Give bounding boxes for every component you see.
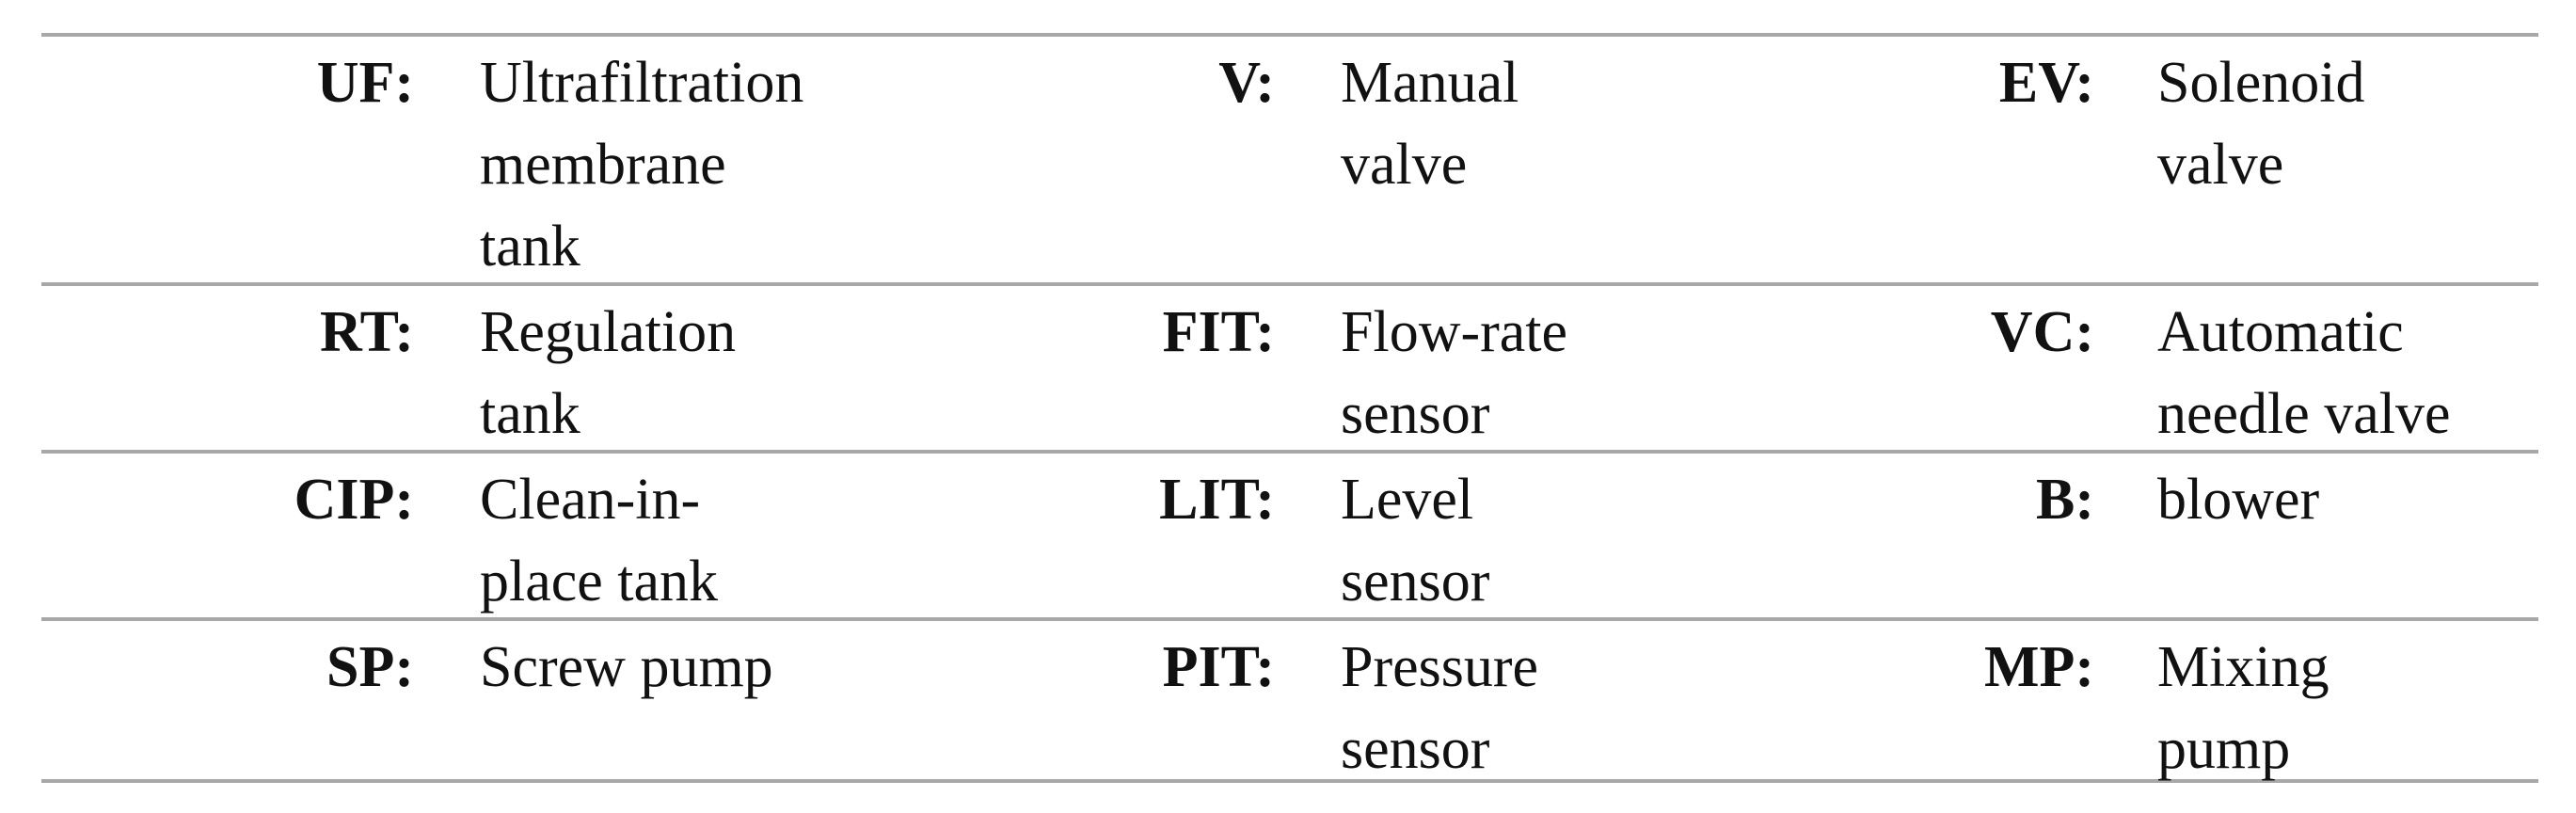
- description: Solenoid valve: [2157, 42, 2364, 206]
- description-line: Clean-in-: [480, 468, 701, 532]
- description: Screw pump: [480, 627, 773, 709]
- abbreviation: VC:: [1990, 300, 2094, 364]
- description: blower: [2157, 459, 2319, 541]
- description-line: place tank: [480, 550, 719, 614]
- description-line: needle valve: [2157, 382, 2451, 446]
- abbreviation: LIT:: [1159, 468, 1275, 532]
- abbreviation: B:: [2036, 468, 2094, 532]
- description-line: Screw pump: [480, 635, 773, 699]
- description-line: Automatic: [2157, 300, 2404, 364]
- description-line: Regulation: [480, 300, 737, 364]
- description: Ultrafiltration membrane tank: [480, 42, 803, 288]
- abbreviation: FIT:: [1162, 300, 1275, 364]
- description: Flow-rate sensor: [1341, 292, 1567, 455]
- description-line: Pressure: [1341, 635, 1539, 699]
- description-line: Level: [1341, 468, 1474, 532]
- table-row: UF: Ultrafiltration membrane tank V: Manual va…: [41, 33, 2538, 282]
- description-line: Manual: [1341, 51, 1519, 115]
- description-line: sensor: [1341, 382, 1490, 446]
- description-line: tank: [480, 215, 580, 279]
- description: Clean-in-place tank: [480, 459, 718, 623]
- abbreviation: UF:: [316, 51, 414, 115]
- description: Pressure sensor: [1341, 627, 1538, 790]
- abbreviation: RT:: [320, 300, 414, 364]
- abbreviation: CIP:: [294, 468, 414, 532]
- description-line: Flow-rate: [1341, 300, 1568, 364]
- description: Automatic needle valve: [2157, 292, 2451, 455]
- description: Mixing pump: [2157, 627, 2330, 790]
- description-line: valve: [1341, 133, 1468, 197]
- abbreviation: PIT:: [1162, 635, 1275, 699]
- description-line: sensor: [1341, 717, 1490, 781]
- description-line: Solenoid: [2157, 51, 2365, 115]
- description-line: Mixing: [2157, 635, 2330, 699]
- abbreviation: V:: [1218, 51, 1275, 115]
- description-line: tank: [480, 382, 580, 446]
- description-line: valve: [2157, 133, 2284, 197]
- abbreviation: SP:: [326, 635, 414, 699]
- description-line: membrane: [480, 133, 726, 197]
- description-line: blower: [2157, 468, 2320, 532]
- description-line: pump: [2157, 717, 2291, 781]
- description: Regulation tank: [480, 292, 736, 455]
- table-row: RT: Regulation tank FIT: Flow-rate sensor VC: A…: [41, 282, 2538, 450]
- description: Level sensor: [1341, 459, 1489, 623]
- description-line: Ultrafiltration: [480, 51, 804, 115]
- description-line: sensor: [1341, 550, 1490, 614]
- abbreviation: MP:: [1983, 635, 2094, 699]
- abbreviation: EV:: [1998, 51, 2094, 115]
- table-row: SP: Screw pump PIT: Pressure sensor MP: Mixing…: [41, 617, 2538, 783]
- description: Manual valve: [1341, 42, 1519, 206]
- table-row: CIP: Clean-in-place tank LIT: Level sensor B:…: [41, 450, 2538, 617]
